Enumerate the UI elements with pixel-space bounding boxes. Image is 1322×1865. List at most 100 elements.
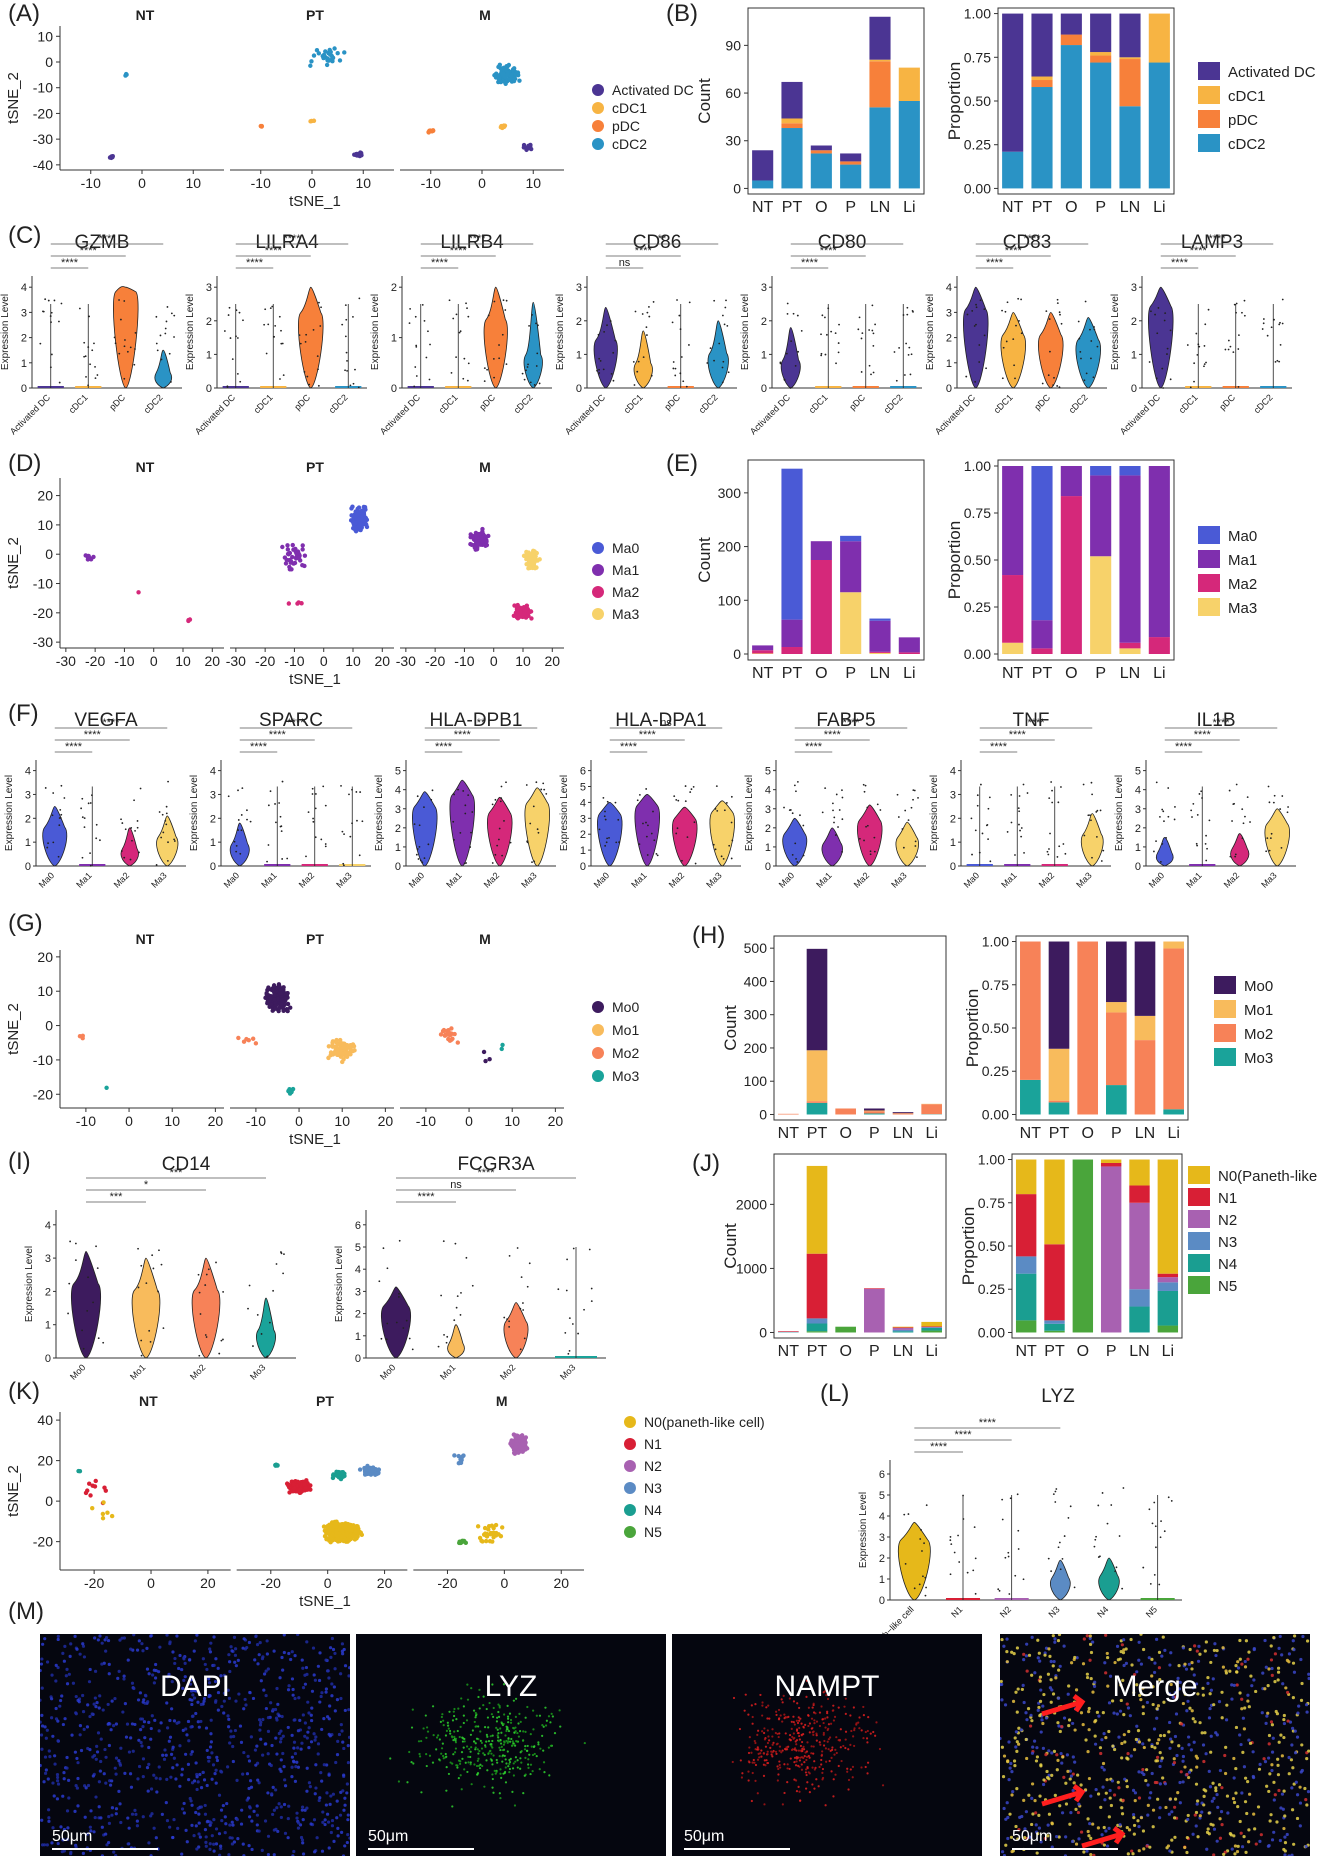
violin-point-F xyxy=(694,862,697,865)
violin-point-F xyxy=(307,811,310,814)
violin-point-F xyxy=(1159,815,1161,818)
if-pixel xyxy=(286,1688,291,1692)
x-tick-label-J2: Li xyxy=(1162,1343,1174,1360)
scatter-point-D xyxy=(286,601,292,606)
violin-point-L xyxy=(1059,1568,1062,1571)
violin-point-F xyxy=(89,802,92,804)
violin-point-F xyxy=(1206,847,1208,850)
scatter-point-G xyxy=(266,985,271,990)
scatter-point-K xyxy=(460,1539,465,1545)
if-pixel xyxy=(254,1634,258,1638)
violin-point-I xyxy=(440,1294,443,1297)
y-tick-label-G: -20 xyxy=(33,1086,53,1102)
if-pixel xyxy=(228,1669,232,1674)
scatter-point-D xyxy=(294,551,300,557)
scatter-point-D xyxy=(484,539,489,544)
y-tick-label-I: 0 xyxy=(45,1353,51,1365)
violin-point-C xyxy=(794,365,797,367)
violin-point-C xyxy=(415,345,418,348)
if-pixel xyxy=(50,1841,54,1845)
violin-point-F xyxy=(730,857,733,860)
x-tick-label-A: 10 xyxy=(185,175,201,191)
violin-F xyxy=(597,801,623,867)
if-pixel xyxy=(320,1727,324,1732)
y-axis-label-I: Expression Level xyxy=(24,1246,35,1322)
if-pixel xyxy=(342,1647,346,1652)
violin-point-C xyxy=(312,328,315,331)
violin-point-C xyxy=(1048,318,1051,320)
scatter-point-K xyxy=(524,1446,530,1451)
bar-J1-n5 xyxy=(806,1331,828,1333)
if-pixel xyxy=(88,1825,92,1829)
if-pixel xyxy=(300,1838,305,1842)
x-tick-label-A: 0 xyxy=(478,175,486,191)
if-pixel xyxy=(287,1651,291,1656)
violin-point-F xyxy=(469,846,472,848)
if-pixel xyxy=(235,1817,239,1822)
group-label-C: cDC1 xyxy=(807,392,830,415)
if-pixel xyxy=(81,1693,85,1698)
violin-point-L xyxy=(1022,1578,1025,1581)
violin-point-I xyxy=(398,1296,400,1298)
if-pixel xyxy=(326,1715,330,1719)
if-pixel xyxy=(139,1740,143,1745)
violin-point-C xyxy=(1279,321,1281,324)
violin-point-L xyxy=(925,1586,927,1589)
if-pixel xyxy=(290,1650,294,1654)
violin-point-I xyxy=(398,1292,400,1295)
violin-point-C xyxy=(317,368,319,371)
violin-point-I xyxy=(405,1319,408,1322)
sig-label-I: * xyxy=(144,1179,149,1191)
if-pixel xyxy=(314,1786,318,1790)
if-pixel xyxy=(315,1836,319,1840)
if-pixel xyxy=(94,1795,98,1799)
if-pixel xyxy=(332,1839,336,1843)
bar-J2-n3 xyxy=(1129,1289,1150,1307)
scatter-point-K xyxy=(483,1532,489,1537)
violin-point-C xyxy=(49,315,52,317)
x-tick-label-J2: PT xyxy=(1044,1343,1065,1360)
y-tick-label-F: 0 xyxy=(765,861,771,873)
bar-B1-pdc xyxy=(781,123,803,129)
violin-point-C xyxy=(834,332,837,335)
legend-h-swatch xyxy=(1214,976,1236,994)
if-pixel xyxy=(347,1708,350,1712)
if-pixel xyxy=(74,1784,78,1788)
if-pixel xyxy=(141,1725,145,1729)
if-pixel xyxy=(346,1833,350,1837)
bar-H1-mo0 xyxy=(864,1108,885,1111)
if-pixel xyxy=(194,1824,198,1828)
violin-point-C xyxy=(612,351,615,354)
violin-point-C xyxy=(345,318,348,321)
if-pixel xyxy=(343,1796,347,1800)
group-label-C: cDC1 xyxy=(622,392,645,415)
if-pixel xyxy=(270,1792,274,1796)
scatter-point-A xyxy=(517,78,522,83)
if-pixel xyxy=(58,1704,62,1708)
if-pixel xyxy=(279,1737,283,1741)
if-pixel xyxy=(56,1665,60,1670)
scatter-point-A xyxy=(528,146,534,152)
group-label-C: cDC2 xyxy=(882,392,905,415)
scatter-point-D xyxy=(525,556,531,562)
if-pixel xyxy=(343,1803,347,1807)
legend-j-swatch xyxy=(1188,1232,1210,1250)
if-pixel xyxy=(56,1637,60,1642)
violin-point-F xyxy=(1165,837,1167,839)
if-pixel xyxy=(313,1738,317,1742)
if-pixel xyxy=(45,1843,49,1847)
facet-title-A: PT xyxy=(306,7,324,23)
violin-point-F xyxy=(465,862,468,864)
if-pixel xyxy=(171,1745,175,1749)
if-pixel xyxy=(118,1763,123,1767)
violin-point-I xyxy=(81,1329,83,1332)
x-tick-label-H2: LN xyxy=(1135,1125,1155,1142)
bar-B1-cdc2 xyxy=(869,107,891,189)
violin-point-F xyxy=(904,809,907,812)
plot-frame-H1 xyxy=(773,935,947,1121)
if-pixel xyxy=(209,1740,213,1744)
violin-point-L xyxy=(998,1589,1001,1592)
x-tick-label-E2: NT xyxy=(1002,665,1024,682)
scatter-point-A xyxy=(508,73,514,79)
bar-H1-mo3 xyxy=(864,1113,885,1115)
